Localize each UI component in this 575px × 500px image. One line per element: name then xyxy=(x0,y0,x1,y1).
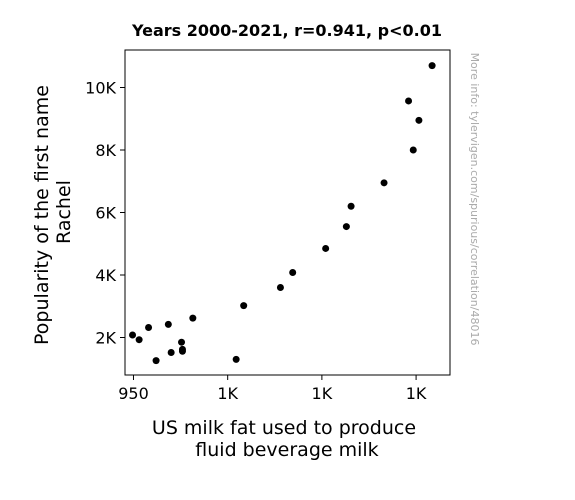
plot-area xyxy=(124,49,451,376)
x-axis-label-line-2: fluid beverage milk xyxy=(195,439,378,461)
x-tick-label: 1K xyxy=(406,384,427,403)
data-point xyxy=(178,347,186,355)
x-axis: 950 1K 1K 1K xyxy=(118,375,427,403)
data-point xyxy=(415,116,423,124)
data-point xyxy=(145,324,153,331)
y-tick-label: 4K xyxy=(95,266,116,285)
y-tick-label: 6K xyxy=(95,204,116,223)
data-point xyxy=(428,62,436,70)
data-point xyxy=(276,284,284,291)
x-tick-label: 950 xyxy=(118,384,149,403)
y-tick-label: 2K xyxy=(95,329,116,348)
data-point xyxy=(289,269,297,276)
data-point xyxy=(380,179,388,187)
data-point xyxy=(178,338,186,346)
data-point xyxy=(240,302,248,310)
x-tick-label: 1K xyxy=(217,384,238,403)
data-point xyxy=(167,349,175,356)
data-point xyxy=(342,223,350,231)
x-axis-label-line-1: US milk fat used to produce xyxy=(152,417,416,439)
data-point xyxy=(135,336,143,344)
y-tick-label: 10K xyxy=(85,79,116,98)
data-point xyxy=(409,146,417,154)
chart-title: Years 2000-2021, r=0.941, p<0.01 xyxy=(131,21,442,40)
y-axis-label-line-1: Popularity of the first name xyxy=(31,85,53,345)
data-point xyxy=(152,357,160,365)
data-point xyxy=(347,202,355,210)
data-point xyxy=(129,331,137,339)
y-tick-label: 8K xyxy=(95,141,116,160)
x-axis-label: US milk fat used to produce fluid bevera… xyxy=(152,417,422,461)
data-points xyxy=(129,62,436,365)
y-axis: 2K 4K 6K 8K 10K xyxy=(85,79,125,348)
data-point xyxy=(405,97,413,105)
data-point xyxy=(189,314,197,322)
data-point xyxy=(232,355,240,363)
data-point xyxy=(164,320,172,328)
source-watermark: More info: tylervigen.com/spurious/corre… xyxy=(468,53,481,346)
y-axis-label: Popularity of the first name Rachel xyxy=(31,79,75,345)
data-point xyxy=(322,244,330,252)
y-axis-label-line-2: Rachel xyxy=(53,180,75,244)
x-tick-label: 1K xyxy=(312,384,333,403)
